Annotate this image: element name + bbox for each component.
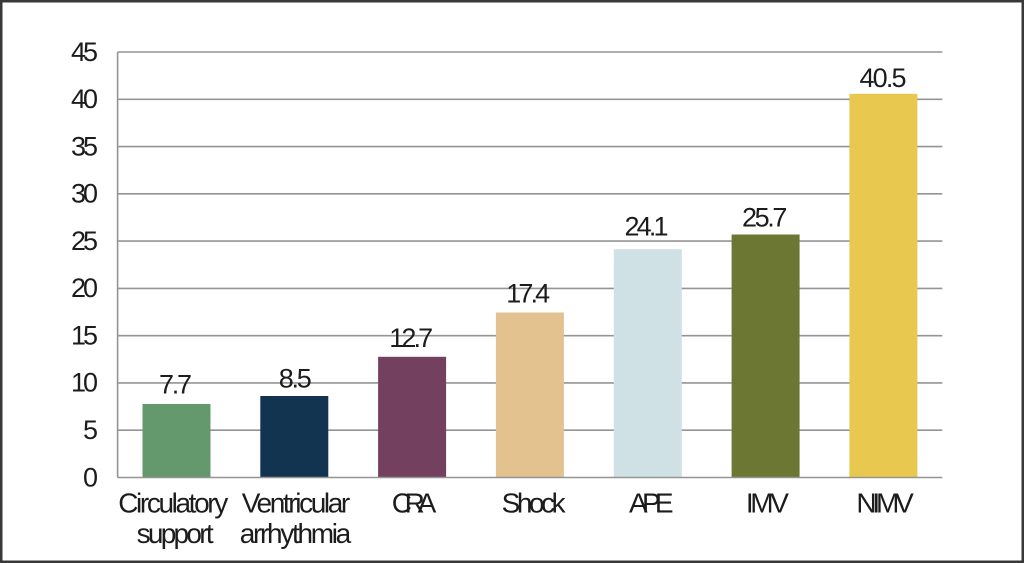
svg-text:30: 30 (71, 179, 98, 209)
svg-text:Ventricular: Ventricular (242, 488, 351, 519)
svg-text:Circulatory: Circulatory (118, 488, 228, 519)
svg-text:Shock: Shock (502, 488, 567, 519)
svg-text:10: 10 (71, 368, 98, 398)
svg-text:IMV: IMV (746, 488, 789, 519)
svg-text:5: 5 (83, 415, 98, 445)
svg-text:arrhythmia: arrhythmia (240, 518, 352, 549)
svg-text:20: 20 (71, 273, 98, 303)
svg-text:12.7: 12.7 (389, 323, 433, 353)
svg-text:25: 25 (71, 226, 98, 256)
svg-text:support: support (137, 518, 214, 549)
svg-text:25.7: 25.7 (742, 202, 788, 232)
svg-text:NIMV: NIMV (856, 488, 914, 519)
svg-text:7.7: 7.7 (159, 369, 192, 399)
svg-text:0: 0 (83, 462, 98, 492)
svg-text:15: 15 (71, 321, 98, 351)
svg-text:35: 35 (71, 131, 98, 161)
svg-text:17.4: 17.4 (506, 278, 550, 308)
svg-text:8.5: 8.5 (279, 363, 312, 393)
svg-text:40.5: 40.5 (860, 63, 907, 93)
svg-text:CRA: CRA (392, 488, 437, 519)
svg-text:APE: APE (629, 488, 674, 519)
svg-text:40: 40 (71, 84, 98, 114)
svg-text:24.1: 24.1 (625, 212, 669, 242)
svg-text:45: 45 (71, 37, 98, 67)
